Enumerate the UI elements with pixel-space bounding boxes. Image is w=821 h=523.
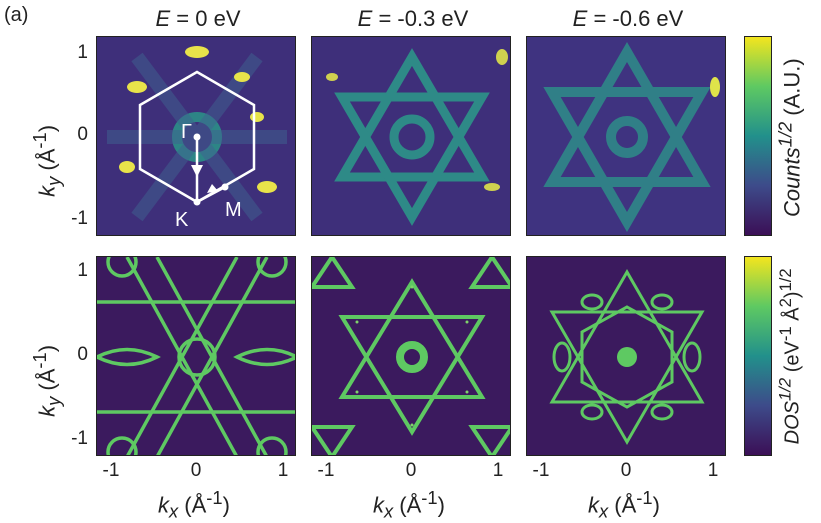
arpes-map-e03 — [312, 37, 510, 235]
kx-axis-title-3: kx (Å-1) — [588, 487, 660, 522]
dos-panel-e0 — [96, 256, 296, 456]
xtick-3-1: 1 — [707, 460, 719, 481]
colorbar-counts-label: Counts1/2 (A.U.) — [774, 58, 805, 218]
m-point-label: M — [225, 199, 242, 221]
dos-map-e06 — [527, 257, 725, 455]
colorbar-counts — [744, 36, 772, 236]
ytick-bot-m1: -1 — [71, 428, 88, 449]
title-e06: E = -0.6 eV — [572, 6, 684, 31]
ky-axis-title-bottom: ky (Å-1) — [29, 344, 64, 417]
xtick-2-m1: -1 — [317, 460, 335, 481]
dos-map-e0 — [97, 257, 295, 455]
xtick-3-m1: -1 — [532, 460, 550, 481]
gamma-label: Γ — [181, 121, 193, 143]
ky-axis-title-top: ky (Å-1) — [29, 124, 64, 197]
ytick-top-m1: -1 — [71, 208, 88, 229]
arpes-map-e06 — [527, 37, 725, 235]
kx-axis-title-2: kx (Å-1) — [373, 487, 445, 522]
panel-label: (a) — [4, 4, 29, 26]
ytick-top-1: 1 — [77, 42, 88, 63]
title-e03: E = -0.3 eV — [357, 6, 469, 31]
k-point-label: K — [175, 209, 189, 231]
ytick-top-0: 0 — [77, 124, 88, 145]
arpes-panel-e0: Γ K M — [96, 36, 296, 236]
kx-axis-title-1: kx (Å-1) — [158, 487, 230, 522]
arpes-panel-e03 — [311, 36, 511, 236]
colorbar-dos — [744, 256, 772, 456]
xtick-1-0: 0 — [190, 460, 202, 481]
xtick-2-1: 1 — [492, 460, 504, 481]
xtick-3-0: 0 — [620, 460, 632, 481]
xtick-1-m1: -1 — [102, 460, 120, 481]
dos-panel-e03 — [311, 256, 511, 456]
xtick-1-1: 1 — [277, 460, 289, 481]
ytick-bot-0: 0 — [77, 344, 88, 365]
colorbar-dos-label: DOS1/2 (eV-1 Å2)1/2 — [775, 268, 804, 445]
ytick-bot-1: 1 — [77, 260, 88, 281]
arpes-panel-e06 — [526, 36, 726, 236]
title-e0: E = 0 eV — [155, 6, 241, 31]
arpes-map-e0 — [97, 37, 295, 235]
xtick-2-0: 0 — [405, 460, 417, 481]
dos-panel-e06 — [526, 256, 726, 456]
dos-map-e03 — [312, 257, 510, 455]
